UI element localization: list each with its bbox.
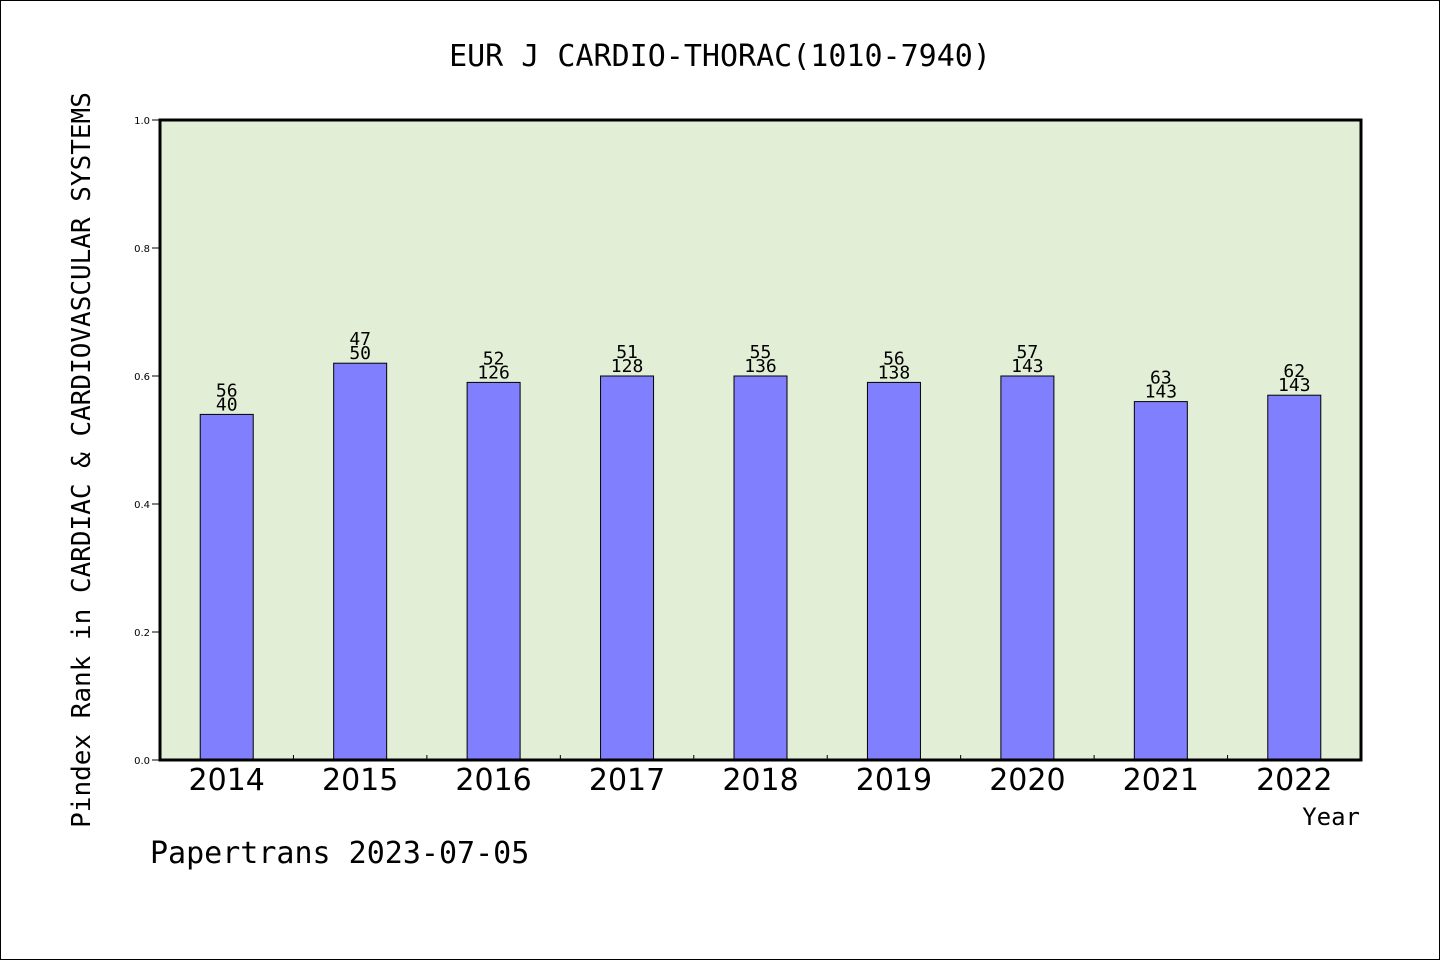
bar-label-top: 47 [349,329,371,350]
bar-label-top: 62 [1283,361,1305,382]
plot-area: 0.00.20.40.60.81.05640201447502015521262… [134,116,1363,798]
x-tick-label: 2016 [455,763,531,798]
x-tick-label: 2018 [722,763,798,798]
bar-label-bottom: 136 [744,356,777,377]
x-tick-label: 2020 [989,763,1065,798]
y-tick-label: 0.2 [134,628,150,639]
y-axis-label: Pindex Rank in CARDIAC & CARDIOVASCULAR … [67,92,97,828]
bar-2017 [600,375,655,761]
bar-2019 [866,381,921,761]
chart-title: EUR J CARDIO-THORAC(1010-7940) [449,39,991,74]
plot-border [158,118,1363,762]
bar-2020 [1000,375,1055,761]
bar-label-bottom: 138 [878,362,911,383]
bar-label-top: 63 [1150,368,1172,389]
bar-label-bottom: 50 [349,343,371,364]
y-tick-label: 0.4 [134,500,150,511]
bar-label-top: 51 [616,342,638,363]
y-tick-label: 0.0 [134,756,150,767]
bar-2022 [1267,394,1322,761]
bar-label-top: 57 [1017,342,1039,363]
bar-2018 [733,375,788,761]
bar-label-bottom: 143 [1011,356,1044,377]
y-tick-label: 0.6 [134,372,150,383]
bar-label-bottom: 143 [1278,375,1311,396]
bar-label-top: 56 [883,348,905,369]
bar-label-top: 52 [483,348,505,369]
bar-2021 [1133,401,1188,761]
bar-2014 [199,413,254,761]
x-tick-label: 2021 [1123,763,1199,798]
bar-2015 [333,362,388,761]
bar-2016 [466,381,521,761]
x-tick-label: 2019 [856,763,932,798]
footer-credit: Papertrans 2023-07-05 [150,836,529,871]
x-axis-label: Year [1302,803,1360,831]
x-tick-label: 2022 [1256,763,1332,798]
bar-label-bottom: 40 [216,394,238,415]
bar-label-top: 55 [750,342,772,363]
x-tick-label: 2014 [189,763,265,798]
bar-label-bottom: 128 [611,356,644,377]
bar-label-top: 56 [216,380,238,401]
y-tick-label: 1.0 [134,116,150,127]
y-tick-label: 0.8 [134,244,150,255]
x-tick-label: 2015 [322,763,398,798]
bar-label-bottom: 126 [477,362,510,383]
bar-label-bottom: 143 [1145,382,1178,403]
x-tick-label: 2017 [589,763,665,798]
